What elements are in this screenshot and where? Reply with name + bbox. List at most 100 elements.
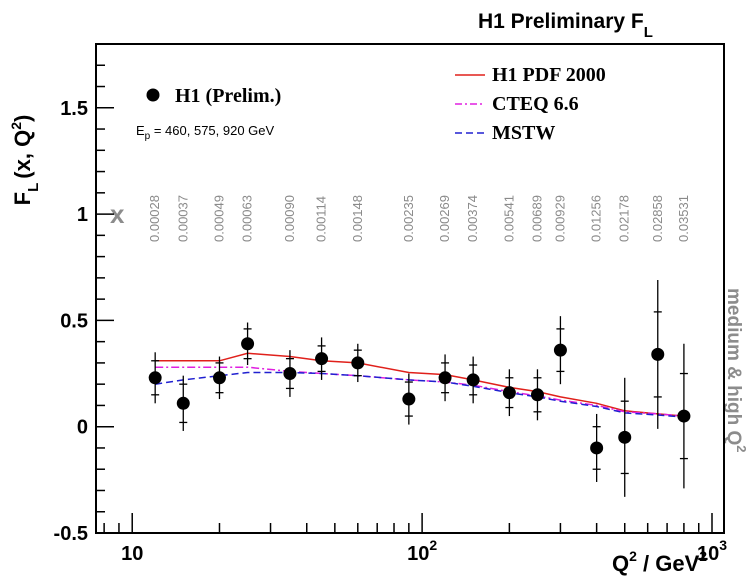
- x-value-label: 0.00235: [401, 195, 416, 242]
- x-value-label: 0.01256: [589, 195, 604, 242]
- x-value-label: 0.00269: [437, 195, 452, 242]
- x-value-label: 0.00063: [240, 195, 255, 242]
- data-marker: [241, 337, 255, 351]
- x-tick-label: 102: [407, 537, 437, 565]
- x-value-label: 0.00028: [147, 195, 162, 242]
- data-point: [530, 369, 544, 421]
- x-value-label: 0.02858: [650, 195, 665, 242]
- data-marker: [176, 396, 190, 410]
- data-marker: [212, 371, 226, 385]
- x-tick-exponent: 2: [429, 537, 437, 553]
- y-tick-label: -0.5: [54, 523, 88, 545]
- data-point: [351, 343, 365, 383]
- data-point: [553, 316, 567, 385]
- y-tick-label: 1: [77, 204, 88, 226]
- legend-cteq-label: CTEQ 6.6: [492, 93, 579, 115]
- model-curves: [155, 352, 684, 418]
- x-value-label: 0.00090: [282, 195, 297, 242]
- x-value-label: 0.00929: [552, 195, 567, 242]
- x-value-labels: 0.00028 0.00037 0.00049 0.00063 0.00090 0.001…: [147, 195, 691, 242]
- energy-annotation-rest: = 460, 575, 920 GeV: [150, 123, 274, 138]
- data-marker: [651, 347, 665, 361]
- x-value-label: 0.00148: [350, 195, 365, 242]
- axes: -0.500.511.510 102 103: [54, 43, 727, 565]
- x-tick-label: 10: [121, 543, 143, 565]
- chart-title: H1 Preliminary FL: [478, 10, 653, 41]
- x-value-label: 0.00541: [501, 195, 516, 242]
- data-point: [176, 375, 190, 431]
- right-region-label: medium & high Q2: [723, 288, 748, 453]
- x-tick-base: 10: [407, 543, 429, 565]
- data-marker: [553, 343, 567, 357]
- plot-frame: [95, 43, 725, 534]
- x-value-label: 0.00114: [314, 196, 329, 242]
- x-value-label: 0.00037: [175, 195, 190, 242]
- x-value-label: 0.00049: [211, 195, 226, 242]
- x-tick-base: 10: [697, 543, 719, 565]
- legend-mstw-label: MSTW: [492, 122, 555, 144]
- data-marker: [618, 430, 632, 444]
- y-axis-title-sub: L: [25, 183, 42, 192]
- legend-entry-mstw: MSTW: [455, 122, 555, 144]
- x-axis-title: Q2 / GeV2: [612, 548, 707, 576]
- y-tick-label: 0.5: [60, 310, 88, 332]
- data-point: [502, 369, 516, 417]
- model-curve-2: [155, 371, 684, 418]
- data-marker: [283, 367, 297, 381]
- legend-entry-h1pdf: H1 PDF 2000: [455, 64, 606, 86]
- chart-title-subscript: L: [644, 24, 653, 41]
- data-point: [677, 343, 691, 489]
- y-axis-title: FL (x, Q2): [8, 115, 42, 206]
- data-point: [241, 322, 255, 366]
- x-axis-title-sup1: 2: [629, 548, 637, 564]
- right-region-label-sup: 2: [734, 445, 748, 452]
- right-region-label-main: medium & high Q: [723, 288, 744, 445]
- data-point: [148, 352, 162, 404]
- x-axis-title-sup2: 2: [699, 548, 707, 564]
- data-point: [651, 279, 665, 429]
- data-marker: [351, 356, 365, 370]
- energy-annotation-sub: p: [145, 131, 151, 142]
- legend-data-label: H1 (Prelim.): [175, 85, 281, 107]
- data-marker: [590, 441, 604, 455]
- legend-entry-data: H1 (Prelim.): [146, 85, 281, 107]
- data-marker: [148, 371, 162, 385]
- x-axis-title-rest: / GeV: [637, 551, 700, 576]
- x-tick-exponent: 3: [719, 537, 727, 553]
- data-marker: [315, 352, 329, 366]
- x-value-label: 0.02178: [617, 195, 632, 242]
- data-point: [315, 337, 329, 380]
- data-marker: [502, 386, 516, 400]
- x-tick-label: 103: [697, 537, 727, 565]
- x-value-label: 0.00374: [465, 195, 480, 242]
- x-value-label: 0.03531: [676, 195, 691, 242]
- energy-annotation-main: E: [136, 123, 145, 138]
- x-tick-base: 10: [121, 543, 143, 565]
- x-row-marker: x: [110, 199, 125, 229]
- data-point: [438, 354, 452, 402]
- y-axis-title-close: ): [10, 115, 35, 122]
- data-point: [590, 413, 604, 482]
- data-marker: [677, 409, 691, 423]
- data-point: [466, 356, 480, 404]
- y-axis-title-rest: (x, Q: [10, 130, 35, 179]
- y-tick-label: 0: [77, 417, 88, 439]
- chart-title-main: H1 Preliminary F: [478, 10, 644, 33]
- x-axis-title-main: Q: [612, 551, 629, 576]
- data-point: [402, 373, 416, 425]
- legend-data-marker: [146, 88, 160, 102]
- data-marker: [402, 392, 416, 406]
- y-axis-title-sup: 2: [8, 122, 24, 130]
- legend-entry-cteq: CTEQ 6.6: [455, 93, 579, 115]
- data-point: [283, 350, 297, 397]
- data-point: [618, 377, 632, 497]
- data-point: [212, 356, 226, 400]
- y-tick-label: 1.5: [60, 98, 88, 120]
- data-marker: [530, 388, 544, 402]
- y-axis-title-main: F: [10, 192, 35, 205]
- data-marker: [466, 373, 480, 387]
- data-marker: [438, 371, 452, 385]
- data-points: [148, 279, 691, 497]
- x-value-label: 0.00689: [529, 195, 544, 242]
